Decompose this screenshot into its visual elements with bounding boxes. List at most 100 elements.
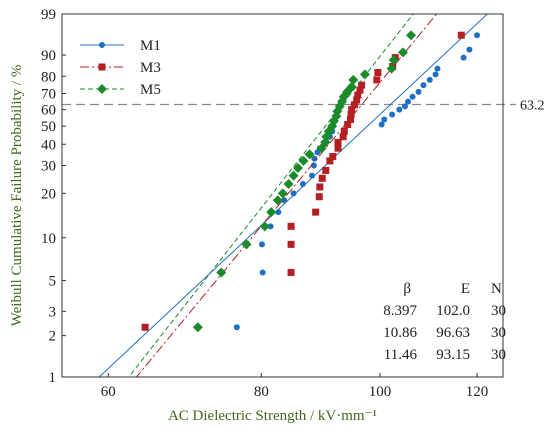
- point-M3: [322, 166, 330, 174]
- point-M1: [405, 98, 412, 105]
- point-M3: [353, 96, 361, 104]
- y-tick-label: 2: [49, 329, 57, 345]
- point-M5: [288, 170, 299, 181]
- y-axis-title: Weibull Cumulative Failure Probability /…: [9, 65, 25, 327]
- point-M3: [312, 208, 320, 216]
- point-M3: [373, 76, 381, 84]
- y-tick-label: 5: [49, 273, 57, 289]
- point-M3: [316, 183, 324, 191]
- point-M3: [315, 193, 323, 201]
- point-M3: [347, 115, 355, 123]
- point-M1: [409, 93, 416, 100]
- point-M1: [466, 46, 473, 53]
- table-header-N: N: [491, 281, 502, 297]
- reference-line-label: 63.2: [520, 98, 545, 113]
- point-M5: [386, 63, 397, 74]
- point-M5: [192, 322, 203, 333]
- point-M1: [434, 65, 441, 72]
- y-tick-label: 99: [41, 7, 56, 23]
- point-M5: [266, 207, 277, 218]
- point-M1: [267, 223, 274, 230]
- legend: M1 M3 M5: [80, 38, 161, 98]
- legend-marker-M5: [97, 84, 107, 94]
- point-M5: [241, 239, 252, 250]
- point-M1: [259, 269, 266, 276]
- point-M1: [311, 155, 318, 162]
- point-M5: [272, 195, 283, 206]
- point-M3: [334, 144, 342, 152]
- point-M1: [415, 88, 422, 95]
- y-tick-label: 30: [41, 159, 56, 175]
- point-M1: [309, 172, 316, 179]
- x-axis-title: AC Dielectric Strength / kV·mm⁻¹: [168, 408, 377, 424]
- point-M5: [348, 74, 359, 85]
- chart-marks: [62, 14, 516, 377]
- point-M1: [233, 324, 240, 331]
- table-n: 30: [491, 347, 506, 363]
- table-beta: 8.397: [383, 303, 417, 319]
- point-M1: [432, 71, 439, 78]
- y-tick-label: 20: [41, 186, 56, 202]
- point-M1: [275, 209, 282, 216]
- point-M3: [287, 222, 295, 230]
- point-M1: [389, 111, 396, 118]
- point-M3: [339, 133, 347, 141]
- point-M5: [292, 162, 303, 173]
- point-M5: [298, 155, 309, 166]
- table-eta: 102.0: [436, 303, 470, 319]
- point-M3: [344, 120, 352, 128]
- fit-line-M3: [135, 14, 438, 377]
- point-M3: [350, 101, 358, 109]
- legend-label-M5: M5: [140, 82, 161, 98]
- plot-frame: [61, 13, 504, 378]
- point-M3: [287, 268, 295, 276]
- table-n: 30: [491, 325, 506, 341]
- point-M5: [397, 47, 408, 58]
- series-M5: [128, 14, 417, 377]
- point-M1: [299, 180, 306, 187]
- series-M3: [135, 14, 465, 377]
- point-M3: [374, 69, 382, 77]
- point-M1: [396, 106, 403, 113]
- y-tick-label: 3: [49, 304, 57, 320]
- y-tick-label: 1: [49, 370, 57, 386]
- point-M5: [216, 267, 227, 278]
- point-M5: [259, 221, 270, 232]
- point-M1: [381, 116, 388, 123]
- point-M1: [281, 197, 288, 204]
- point-M5: [388, 54, 399, 65]
- point-M1: [378, 121, 385, 128]
- point-M5: [304, 149, 315, 160]
- point-M3: [326, 157, 334, 165]
- y-tick-label: 60: [41, 103, 56, 119]
- point-M5: [283, 178, 294, 189]
- point-M5: [359, 69, 370, 80]
- point-M3: [347, 111, 355, 119]
- point-M3: [354, 91, 362, 99]
- point-M1: [290, 190, 297, 197]
- x-tick-label: 80: [254, 384, 269, 400]
- table-n: 30: [491, 303, 506, 319]
- x-tick-label: 100: [369, 384, 392, 400]
- y-tick-label: 70: [41, 86, 56, 102]
- fit-line-M1: [98, 14, 489, 377]
- point-M1: [420, 82, 427, 89]
- point-M3: [334, 138, 342, 146]
- legend-label-M1: M1: [140, 38, 161, 54]
- table-beta: 11.46: [384, 347, 418, 363]
- y-tick-label: 40: [41, 137, 56, 153]
- point-M3: [348, 106, 356, 114]
- point-M3: [356, 86, 364, 94]
- point-M1: [401, 103, 408, 110]
- point-M3: [287, 240, 295, 248]
- y-tick-label: 90: [41, 48, 56, 64]
- table-header-E: E: [461, 281, 470, 297]
- table-header-β: β: [403, 281, 411, 297]
- table-beta: 10.86: [383, 325, 417, 341]
- y-tick-label: 10: [41, 231, 56, 247]
- legend-marker-M3: [98, 63, 106, 71]
- x-axis: 60 80 100 120: [101, 373, 488, 400]
- point-M3: [318, 174, 326, 182]
- point-M5: [346, 81, 357, 92]
- table-eta: 93.15: [436, 347, 470, 363]
